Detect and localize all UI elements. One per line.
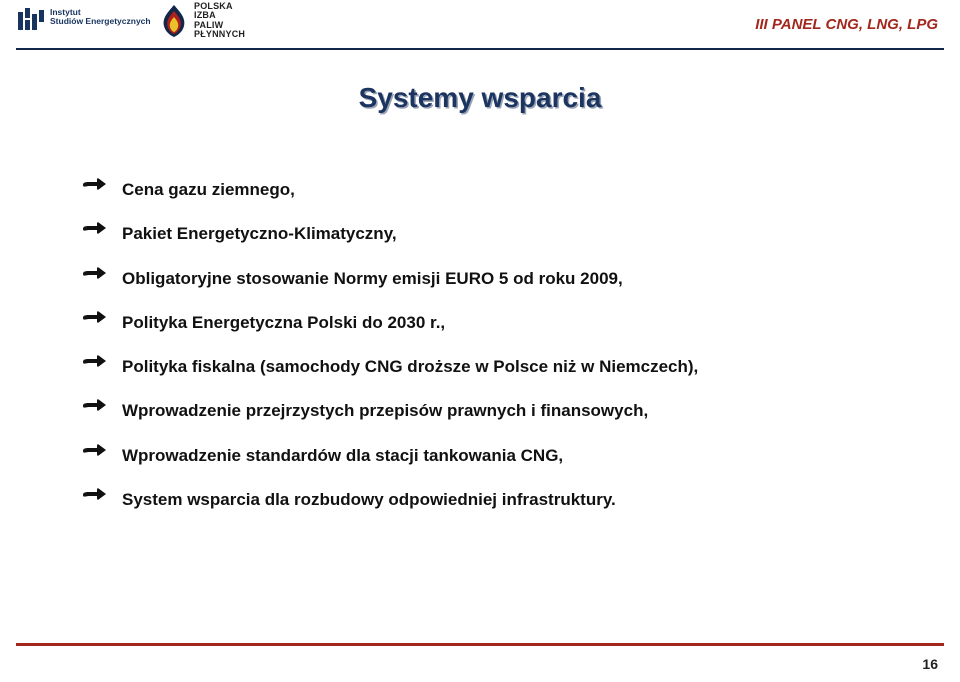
ise-logo-icon	[18, 8, 44, 34]
bullet-text: Polityka fiskalna (samochody CNG droższe…	[122, 351, 698, 383]
bullet-text: Wprowadzenie standardów dla stacji tanko…	[122, 440, 563, 472]
pipp-line4: PŁYNNYCH	[194, 30, 245, 39]
panel-label: III PANEL CNG, LNG, LPG	[755, 16, 938, 33]
bullet-item: Wprowadzenie przejrzystych przepisów pra…	[82, 395, 900, 427]
pointer-icon	[82, 265, 108, 286]
bullet-item: Cena gazu ziemnego,	[82, 174, 900, 206]
pointer-icon	[82, 309, 108, 330]
pointer-icon	[82, 220, 108, 241]
bullet-item: Polityka fiskalna (samochody CNG droższe…	[82, 351, 900, 383]
pointer-icon	[82, 397, 108, 418]
bullet-item: System wsparcia dla rozbudowy odpowiedni…	[82, 484, 900, 516]
bullet-text: Cena gazu ziemnego,	[122, 174, 295, 206]
bullet-item: Wprowadzenie standardów dla stacji tanko…	[82, 440, 900, 472]
bullet-text: Pakiet Energetyczno-Klimatyczny,	[122, 218, 397, 250]
slide-header: Instytut Studiów Energetycznych POLSKA I…	[0, 0, 960, 56]
logo-ise: Instytut Studiów Energetycznych	[18, 8, 151, 34]
pointer-icon	[82, 486, 108, 507]
pipp-logo-text: POLSKA IZBA PALIW PŁYNNYCH	[194, 2, 245, 40]
slide-title: Systemy wsparcia	[0, 82, 960, 114]
header-rule	[16, 48, 944, 50]
bullet-item: Polityka Energetyczna Polski do 2030 r.,	[82, 307, 900, 339]
bullet-text: Wprowadzenie przejrzystych przepisów pra…	[122, 395, 648, 427]
bullet-text: Polityka Energetyczna Polski do 2030 r.,	[122, 307, 445, 339]
bullet-item: Pakiet Energetyczno-Klimatyczny,	[82, 218, 900, 250]
pointer-icon	[82, 442, 108, 463]
ise-logo-text: Instytut Studiów Energetycznych	[50, 8, 151, 27]
pointer-icon	[82, 176, 108, 197]
pointer-icon	[82, 353, 108, 374]
footer-rule	[16, 643, 944, 646]
bullet-item: Obligatoryjne stosowanie Normy emisji EU…	[82, 263, 900, 295]
logo-pipp: POLSKA IZBA PALIW PŁYNNYCH	[160, 2, 245, 40]
bullet-list: Cena gazu ziemnego, Pakiet Energetyczno-…	[82, 174, 900, 516]
ise-line2: Studiów Energetycznych	[50, 17, 151, 26]
bullet-text: Obligatoryjne stosowanie Normy emisji EU…	[122, 263, 623, 295]
bullet-text: System wsparcia dla rozbudowy odpowiedni…	[122, 484, 616, 516]
page-number: 16	[922, 656, 938, 672]
flame-icon	[160, 4, 188, 38]
